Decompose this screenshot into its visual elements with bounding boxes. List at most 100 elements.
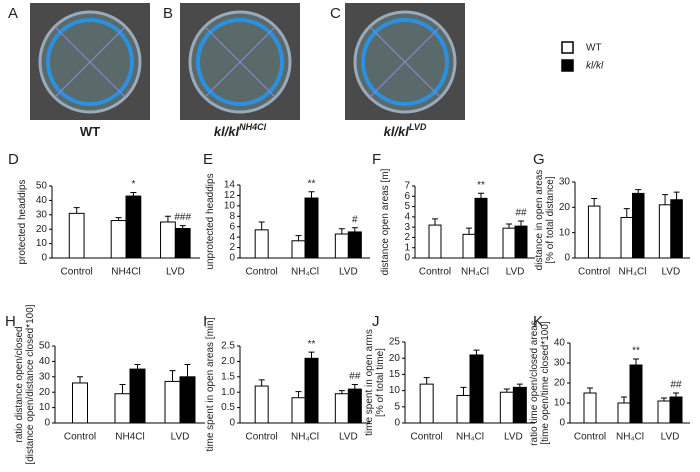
- bar: [291, 397, 306, 424]
- panel-letter: C: [330, 5, 341, 22]
- bar: [632, 192, 645, 259]
- error-bar: [119, 384, 126, 394]
- bar: [304, 357, 319, 424]
- x-tick-label: NH₄Cl: [616, 432, 644, 443]
- error-bar: [661, 397, 667, 401]
- error-bar: [73, 207, 80, 214]
- y-axis-label: unprotected headdips: [205, 173, 216, 269]
- bar: [502, 227, 516, 259]
- y-tick-label: 1.5: [221, 371, 235, 382]
- bar: [164, 380, 181, 424]
- panel-letter: K: [533, 313, 543, 330]
- significance: #: [352, 214, 358, 225]
- y-tick-label: 50: [39, 341, 51, 352]
- y-axis-label: time spent in open areas [min]: [205, 317, 216, 451]
- caption-text: WT: [80, 124, 100, 139]
- x-tick-label: Control: [578, 267, 610, 278]
- bar: [419, 383, 434, 424]
- significance: ##: [515, 208, 527, 219]
- y-axis-label-line: ratio time open/closed areas: [529, 320, 540, 446]
- bar: [512, 386, 527, 424]
- error-bar: [621, 396, 627, 403]
- y-tick-label: 4: [404, 211, 410, 222]
- bar: [583, 392, 597, 424]
- error-bar: [518, 220, 524, 227]
- legend-swatch: [561, 41, 574, 54]
- y-tick-label: 0: [564, 253, 570, 264]
- significance: **: [632, 346, 640, 357]
- y-tick-label: 20: [554, 378, 566, 389]
- panel-letter: B: [163, 5, 173, 22]
- y-tick-label: 30: [554, 358, 566, 369]
- bar: [347, 388, 362, 424]
- error-bar: [338, 390, 345, 394]
- bar: [456, 394, 471, 424]
- error-bar: [506, 223, 512, 229]
- bar: [474, 197, 488, 259]
- bar: [658, 204, 672, 259]
- significance: **: [308, 178, 316, 189]
- error-bar: [635, 189, 642, 194]
- panel-letter: I: [203, 313, 207, 330]
- x-tick-label: LVD: [171, 432, 190, 443]
- bar: [462, 233, 476, 259]
- x-tick-label: Control: [64, 432, 96, 443]
- x-tick-label: Control: [574, 432, 606, 443]
- x-tick-label: NH₄Cl: [291, 432, 319, 443]
- bar: [179, 376, 196, 424]
- legend-label: WT: [586, 43, 602, 54]
- y-axis-label: protected headdips: [17, 179, 28, 264]
- photo-caption: WT: [80, 124, 100, 139]
- error-bar: [673, 392, 679, 397]
- x-tick-label: NH₄Cl: [456, 432, 484, 443]
- y-axis-label: ratio time open/closed areas[time open/t…: [529, 320, 551, 446]
- caption-sup: LVD: [409, 122, 427, 132]
- y-tick-label: 20: [39, 387, 51, 398]
- y-tick-label: 2.5: [221, 341, 235, 352]
- y-tick-label: 25: [389, 337, 401, 348]
- error-bar: [258, 221, 265, 230]
- error-bar: [466, 227, 472, 235]
- error-bar: [662, 194, 669, 205]
- y-axis-label-line: [% of total time]: [375, 348, 386, 417]
- bar: [129, 368, 146, 424]
- error-bar: [623, 208, 630, 218]
- y-tick-label: 0: [44, 418, 50, 429]
- x-tick-label: NH₄Cl: [461, 267, 489, 278]
- error-bar: [460, 386, 467, 396]
- error-bar: [351, 227, 358, 232]
- bar: [617, 402, 631, 424]
- y-tick-label: 40: [36, 195, 48, 206]
- error-bar: [308, 351, 315, 359]
- bar: [469, 354, 484, 424]
- y-tick-label: 0: [404, 253, 410, 264]
- bar: [254, 385, 269, 424]
- y-tick-label: 5: [394, 401, 400, 412]
- y-axis-label-line: [time open/time closed*100]: [540, 321, 551, 445]
- bar: [291, 240, 306, 259]
- y-tick-label: 30: [36, 209, 48, 220]
- x-tick-label: Control: [246, 432, 278, 443]
- caption-text: kl/kl: [384, 124, 410, 139]
- bar: [620, 216, 633, 259]
- error-bar: [130, 191, 137, 197]
- y-tick-label: 0: [41, 253, 47, 264]
- y-tick-label: 1.0: [221, 387, 235, 398]
- y-tick-label: 40: [39, 356, 51, 367]
- bar: [125, 195, 142, 259]
- panel-letter: H: [5, 313, 16, 330]
- y-tick-label: 4: [229, 232, 235, 243]
- y-axis-label-line: ratio distance open/closed: [14, 326, 25, 442]
- error-bar: [478, 192, 484, 199]
- y-axis-label-line: time spent in open areas [min]: [205, 317, 216, 451]
- bar: [657, 400, 671, 424]
- bar: [428, 224, 442, 259]
- y-axis-label: ratio distance open/closed[distance open…: [14, 304, 36, 464]
- error-bar: [295, 235, 302, 241]
- bar: [72, 382, 88, 424]
- error-bar: [587, 387, 593, 393]
- y-tick-label: 0: [229, 253, 235, 264]
- y-tick-label: 40: [554, 338, 566, 349]
- x-tick-label: LVD: [339, 267, 358, 278]
- y-tick-label: 10: [559, 227, 571, 238]
